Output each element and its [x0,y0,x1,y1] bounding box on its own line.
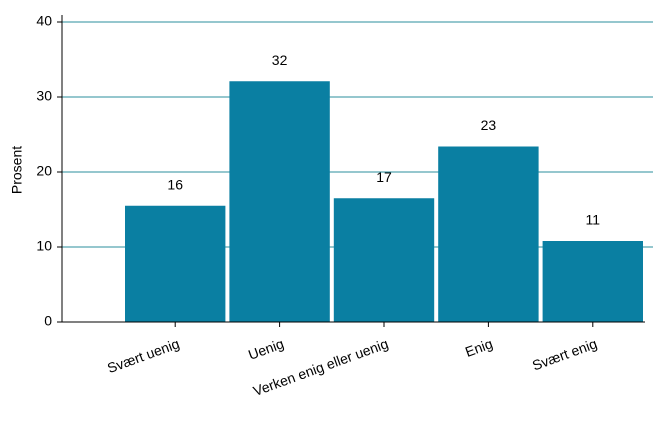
value-label: 32 [272,52,288,68]
value-label: 17 [376,169,392,185]
bar [333,198,435,322]
x-tick-label: Uenig [246,335,286,363]
value-label: 11 [586,212,601,228]
value-label: 23 [481,117,497,133]
y-tick-label: 0 [44,313,52,329]
y-tick-label: 40 [36,13,52,29]
y-tick-label: 20 [36,163,52,179]
bar [438,146,539,322]
y-tick-label: 30 [36,88,52,104]
x-tick-label: Svært enig [530,335,599,373]
y-tick-label: 10 [36,238,52,254]
bar [125,205,226,322]
bar [229,81,330,322]
y-axis-label: Prosent [9,146,25,194]
value-label: 16 [167,176,183,192]
x-tick-label: Svært uenig [105,335,181,376]
bar [542,241,643,322]
x-tick-label: Enig [463,335,495,360]
